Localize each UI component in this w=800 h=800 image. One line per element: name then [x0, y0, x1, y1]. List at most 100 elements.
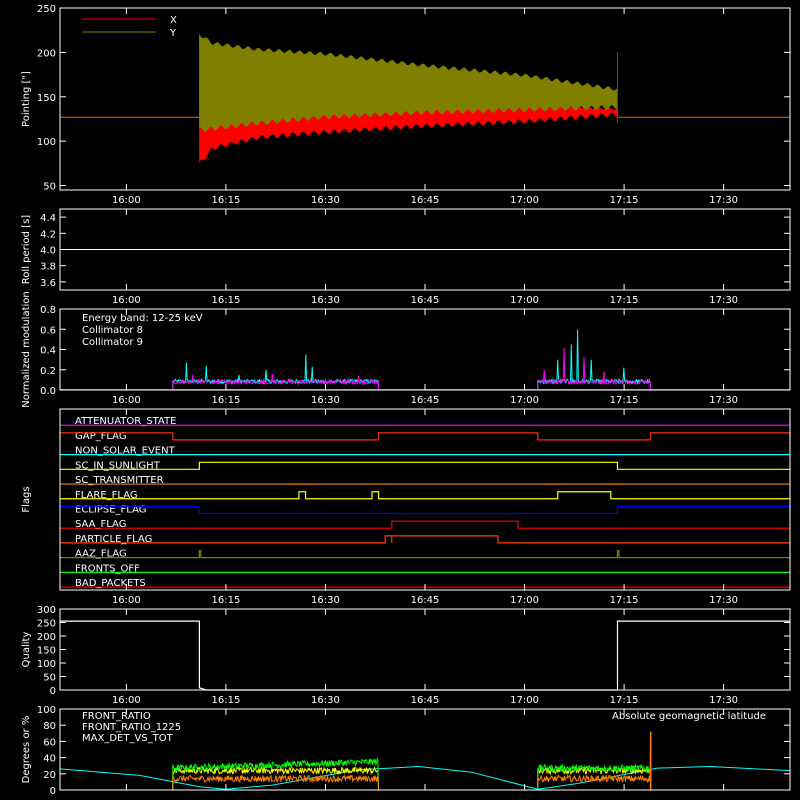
x-tick-label: 17:00 [510, 395, 539, 406]
flag-row: SC_TRANSMITTER [60, 475, 790, 486]
flag-row: ECLIPSE_FLAG [59, 504, 791, 515]
panel-frame [59, 7, 791, 191]
y-tick-label: 0 [50, 786, 56, 797]
ratio-series-2 [172, 773, 380, 791]
flag-label: FRONTS_OFF [75, 563, 140, 574]
ratio-series-1 [172, 757, 380, 791]
y-tick-label: 3.8 [40, 262, 56, 273]
x-tick-label: 16:00 [112, 395, 141, 406]
flag-row: AAZ_FLAG [60, 549, 790, 560]
flag-label: AAZ_FLAG [75, 549, 127, 560]
flag-label: BAD_PACKETS [75, 578, 146, 589]
x-tick-label: 16:30 [311, 295, 340, 306]
series-y [60, 33, 790, 132]
y-tick-label: 150 [37, 646, 56, 657]
x-tick-label: 17:00 [510, 595, 539, 606]
x-tick-label: 16:15 [211, 195, 240, 206]
x-tick-label: 17:00 [510, 695, 539, 706]
y-axis-label: Flags [21, 486, 32, 512]
y-tick-label: 0.0 [40, 386, 56, 397]
y-tick-label: 4.2 [40, 229, 56, 240]
x-tick-label: 16:30 [311, 395, 340, 406]
y-tick-label: 100 [37, 137, 56, 148]
y-tick-label: 200 [37, 632, 56, 643]
x-tick-label: 16:00 [112, 595, 141, 606]
x-tick-label: 16:15 [211, 395, 240, 406]
y-tick-label: 0 [50, 686, 56, 697]
x-tick-label: 17:30 [709, 295, 738, 306]
x-tick-label: 17:00 [510, 195, 539, 206]
chart-subtitle: Energy band: 12-25 keV [82, 313, 203, 324]
flag-row: ATTENUATOR_STATE [60, 416, 790, 427]
y-tick-label: 100 [37, 659, 56, 670]
x-tick-label: 17:30 [709, 695, 738, 706]
y-tick-label: 0.6 [40, 325, 56, 336]
y-axis-label: Quality [21, 632, 32, 668]
flag-label: NON_SOLAR_EVENT [75, 446, 176, 457]
geomag-legend-label: Absolute geomagnetic latitude [612, 711, 766, 722]
flag-trace [59, 505, 791, 515]
x-tick-label: 17:15 [610, 295, 639, 306]
y-tick-label: 80 [43, 721, 56, 732]
x-tick-label: 16:30 [311, 595, 340, 606]
geomag-latitude-trace [59, 765, 791, 790]
legend-label: X [170, 15, 177, 26]
flag-row: SAA_FLAG [60, 519, 790, 530]
y-axis-label: Roll period [s] [21, 215, 32, 284]
legend-label: Collimator 9 [82, 337, 143, 348]
panel-roll: 3.6 3.8 4.0 4.2 4.4 Roll period [s] 16:00 16:15… [21, 208, 791, 306]
y-axis-label: Degrees or % [21, 716, 32, 784]
legend-label: FRONT_RATIO_1225 [82, 722, 181, 733]
flag-row: FRONTS_OFF [60, 563, 790, 574]
x-tick-label: 17:15 [610, 195, 639, 206]
x-tick-label: 17:00 [510, 295, 539, 306]
x-tick-label: 16:00 [112, 195, 141, 206]
flag-label: SC_TRANSMITTER [75, 475, 164, 486]
panel-modulation: 0.0 0.2 0.4 0.6 0.8 Normalized modulation Ener… [21, 291, 791, 408]
x-tick-label: 17:30 [709, 195, 738, 206]
y-tick-label: 20 [43, 770, 56, 781]
y-axis-label: Pointing ["] [21, 71, 32, 127]
flag-row: NON_SOLAR_EVENT [60, 446, 790, 457]
flag-label: ATTENUATOR_STATE [75, 416, 176, 427]
flag-trace [60, 461, 790, 470]
x-tick-label: 16:15 [211, 595, 240, 606]
x-tick-label: 16:45 [411, 695, 440, 706]
series-1-trace [537, 347, 652, 391]
flag-label: ECLIPSE_FLAG [75, 504, 146, 515]
panel-frame [59, 308, 791, 391]
y-axis-label: Normalized modulation [21, 291, 32, 408]
flag-trace [60, 491, 790, 500]
flag-label: SC_IN_SUNLIGHT [75, 460, 161, 471]
panel-pointing: 50 100 150 200 250 Pointing ["] XY 16:00 16:15 16… [21, 4, 791, 206]
x-tick-label: 17:30 [709, 395, 738, 406]
y-tick-label: 300 [37, 605, 56, 616]
panel-flags: ATTENUATOR_STATE GAP_FLAG NON_SOLAR_EVENT S… [21, 408, 791, 606]
y-tick-label: 200 [37, 48, 56, 59]
panel-frame [59, 608, 791, 691]
x-tick-label: 17:15 [610, 695, 639, 706]
flag-label: FLARE_FLAG [75, 490, 138, 501]
x-tick-label: 17:15 [610, 395, 639, 406]
legend-label: Y [169, 28, 177, 39]
x-tick-label: 16:15 [211, 295, 240, 306]
ratio-series-2 [537, 731, 652, 791]
y-tick-label: 40 [43, 754, 56, 765]
flag-label: PARTICLE_FLAG [75, 534, 152, 545]
ratio-series-1 [537, 763, 652, 791]
y-tick-label: 4.4 [40, 213, 56, 224]
flag-label: SAA_FLAG [75, 519, 126, 530]
panel-ratios: 0 20 40 60 80 100 Degrees or % FRONT_RATIOFRONT… [21, 705, 791, 797]
panel-quality: 0 50 100 150 200 250 300 Quality 16:00 16:15 16:30… [21, 605, 791, 706]
x-tick-label: 17:30 [709, 595, 738, 606]
x-tick-label: 16:15 [211, 695, 240, 706]
y-tick-label: 250 [37, 619, 56, 630]
x-tick-label: 16:45 [411, 295, 440, 306]
flag-trace [60, 520, 790, 529]
panel-frame [59, 708, 791, 791]
flag-row: GAP_FLAG [59, 431, 791, 442]
x-tick-label: 17:15 [610, 595, 639, 606]
flag-label: GAP_FLAG [75, 431, 127, 442]
legend-label: Collimator 8 [82, 325, 143, 336]
